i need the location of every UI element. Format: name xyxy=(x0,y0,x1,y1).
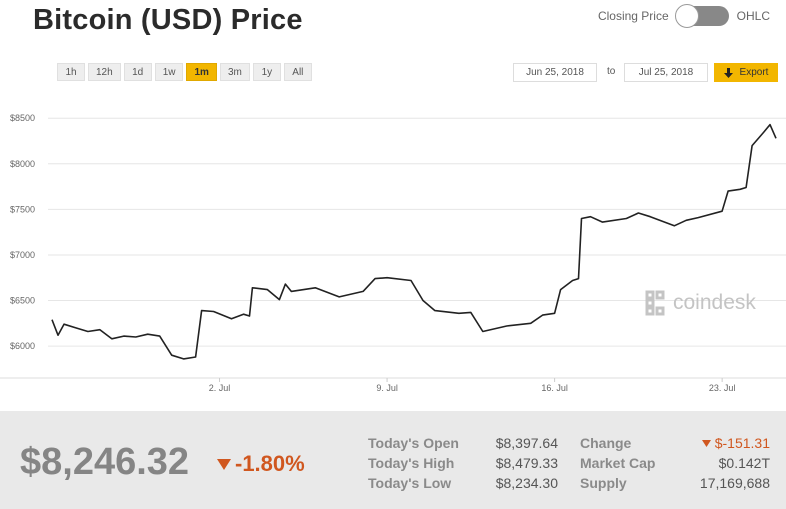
time-range-selector: 1h 12h 1d 1w 1m 3m 1y All xyxy=(57,63,312,81)
stat-value: $8,479.33 xyxy=(495,455,558,471)
y-tick-label: $7500 xyxy=(10,204,35,214)
export-button[interactable]: Export xyxy=(714,63,778,82)
down-triangle-icon xyxy=(217,458,231,470)
y-tick-label: $6500 xyxy=(10,296,35,306)
x-tick-label: 2. Jul xyxy=(209,383,231,393)
x-tick-label: 23. Jul xyxy=(709,383,736,393)
stat-label: Supply xyxy=(580,475,627,491)
y-tick-label: $8500 xyxy=(10,113,35,123)
stat-value: $8,234.30 xyxy=(495,475,558,491)
date-to-input[interactable]: Jul 25, 2018 xyxy=(624,63,708,82)
coindesk-logo-icon xyxy=(645,290,665,316)
range-button[interactable]: All xyxy=(283,63,312,81)
stat-label: Change xyxy=(580,435,632,451)
y-tick-label: $6000 xyxy=(10,341,35,351)
date-to-label: to xyxy=(607,66,616,77)
closing-price-label: Closing Price xyxy=(597,9,669,23)
date-from-input[interactable]: Jun 25, 2018 xyxy=(513,63,597,82)
range-button[interactable]: 12h xyxy=(88,63,121,81)
down-triangle-small-icon xyxy=(701,439,711,447)
x-tick-label: 9. Jul xyxy=(376,383,398,393)
coindesk-watermark: coindesk xyxy=(645,290,756,316)
range-button[interactable]: 1h xyxy=(57,63,85,81)
range-button[interactable]: 1y xyxy=(252,63,281,81)
change-value: $-151.31 xyxy=(701,435,770,451)
stat-label: Today's Low xyxy=(368,475,452,491)
watermark-text: coindesk xyxy=(673,291,756,314)
range-button[interactable]: 1m xyxy=(186,63,217,81)
stat-value: $0.142T xyxy=(718,455,770,471)
ohlc-label: OHLC xyxy=(736,9,770,23)
price-mode-toggle-group: Closing Price OHLC xyxy=(597,4,770,28)
stat-value: 17,169,688 xyxy=(699,475,770,491)
change-percent: -1.80% xyxy=(217,451,305,477)
change-percent-value: -1.80% xyxy=(235,451,305,476)
range-button[interactable]: 3m xyxy=(219,63,250,81)
toggle-knob xyxy=(674,4,699,28)
page-title: Bitcoin (USD) Price xyxy=(33,4,303,36)
price-chart: $6000 $6500 $7000 $7500 $8000 $8500 2. Jul 9. J… xyxy=(0,113,786,393)
download-arrow-icon xyxy=(723,67,733,78)
x-tick-label: 16. Jul xyxy=(541,383,568,393)
current-price: $8,246.32 xyxy=(20,441,190,483)
stat-label: Today's High xyxy=(368,455,455,471)
stat-label: Today's Open xyxy=(368,435,459,451)
y-tick-label: $7000 xyxy=(10,250,35,260)
price-mode-toggle[interactable] xyxy=(674,4,729,28)
range-button[interactable]: 1w xyxy=(154,63,184,81)
price-summary-panel: $8,246.32 -1.80% Today's Open Today's Hi… xyxy=(0,411,786,509)
range-button[interactable]: 1d xyxy=(123,63,152,81)
stat-label: Market Cap xyxy=(580,455,656,471)
change-amount: $-151.31 xyxy=(714,435,770,451)
stat-value: $8,397.64 xyxy=(495,435,558,451)
export-label: Export xyxy=(739,67,769,78)
price-series-line xyxy=(51,123,777,360)
y-tick-label: $8000 xyxy=(10,159,35,169)
